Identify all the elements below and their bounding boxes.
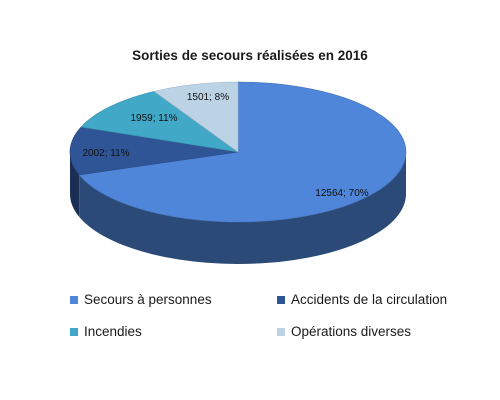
legend-item-1: Accidents de la circulation (277, 292, 470, 307)
slice-3 (153, 81, 239, 153)
data-label-3: 1501; 8% (187, 92, 229, 103)
legend-label-3: Opérations diverses (291, 324, 412, 339)
slice-1 (69, 126, 239, 176)
data-label-2: 1959; 11% (130, 113, 177, 124)
legend-swatch-3 (277, 327, 285, 336)
legend: Secours à personnes Accidents de la circu… (70, 292, 470, 339)
data-label-1: 2002; 11% (82, 148, 129, 159)
slice-side-0 (79, 152, 406, 264)
legend-item-0: Secours à personnes (70, 292, 277, 307)
data-label-0: 12564; 70% (315, 188, 368, 199)
legend-item-3: Opérations diverses (277, 324, 470, 339)
chart-title: Sorties de secours réalisées en 2016 (132, 48, 368, 63)
legend-label-2: Incendies (84, 324, 142, 339)
legend-label-1: Accidents de la circulation (291, 292, 448, 307)
slice-side-1 (70, 152, 80, 217)
pie-plot: 12564; 70% 2002; 11% 1959; 11% 1501; 8% (69, 81, 407, 264)
legend-swatch-0 (70, 295, 78, 304)
slice-2 (80, 91, 239, 153)
legend-swatch-2 (70, 327, 78, 336)
legend-item-2: Incendies (70, 324, 277, 339)
legend-label-0: Secours à personnes (84, 292, 212, 307)
slice-0 (78, 81, 407, 223)
legend-swatch-1 (277, 295, 285, 304)
